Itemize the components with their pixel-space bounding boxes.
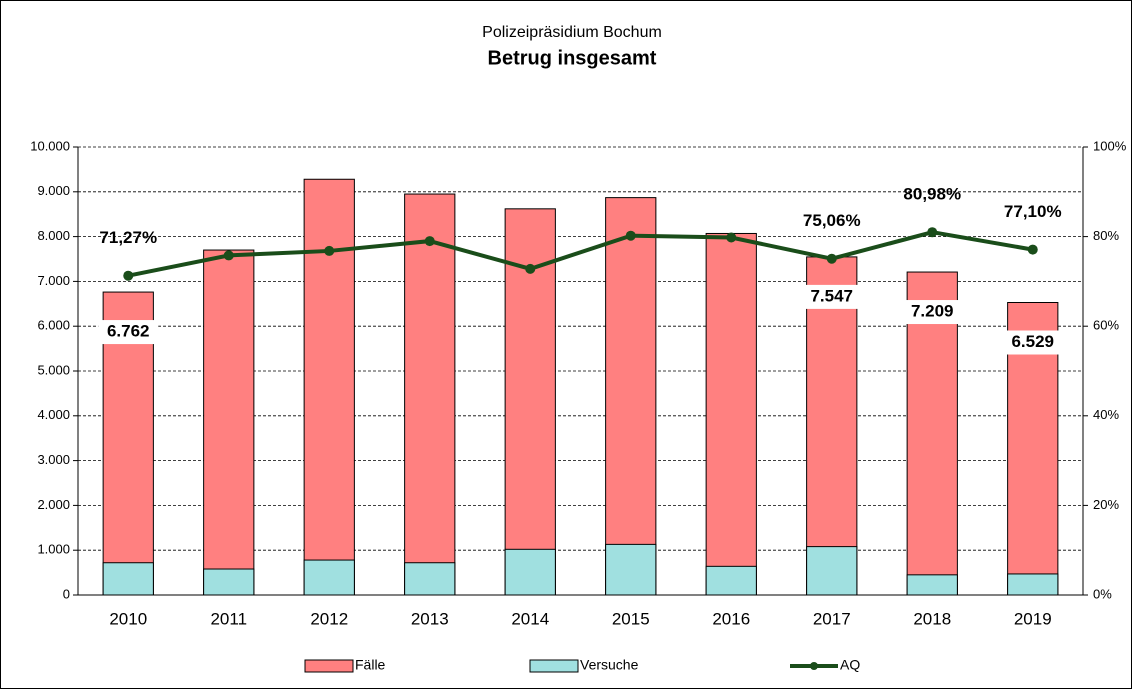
data-label-bg xyxy=(1002,330,1063,355)
x-tick-label: 2019 xyxy=(1014,609,1052,628)
y2-tick-label: 20% xyxy=(1093,497,1119,512)
x-tick-label: 2018 xyxy=(913,609,951,628)
bar xyxy=(102,562,154,596)
x-tick-label: 2012 xyxy=(310,609,348,628)
bar xyxy=(203,568,255,596)
x-tick-label: 2015 xyxy=(612,609,650,628)
data-label: 71,27% xyxy=(99,228,157,247)
y2-tick-label: 100% xyxy=(1093,138,1127,153)
line-marker xyxy=(123,270,134,281)
chart-title: Polizeipräsidium Bochum xyxy=(482,24,662,41)
line-marker xyxy=(927,227,938,238)
y-tick-label: 9.000 xyxy=(37,183,70,198)
line-marker xyxy=(223,250,234,261)
bar xyxy=(705,565,757,596)
data-label: 7.547 xyxy=(810,286,853,305)
line-marker xyxy=(525,263,536,274)
data-label-bg xyxy=(98,320,159,345)
line-marker xyxy=(625,230,636,241)
bar xyxy=(203,249,255,596)
x-tick-label: 2010 xyxy=(109,609,147,628)
bar xyxy=(605,197,657,596)
legend-label: Fälle xyxy=(355,657,386,673)
bar xyxy=(303,178,355,596)
bar xyxy=(806,256,858,596)
line-marker xyxy=(1027,244,1038,255)
y-tick-label: 2.000 xyxy=(37,497,70,512)
bar xyxy=(404,193,456,596)
legend-swatch xyxy=(529,659,579,673)
bar xyxy=(906,271,958,596)
data-label: 75,06% xyxy=(803,211,861,230)
bar xyxy=(504,548,556,596)
line-marker xyxy=(424,236,435,247)
line-marker xyxy=(826,253,837,264)
y-tick-label: 0 xyxy=(63,586,70,601)
y2-tick-label: 40% xyxy=(1093,407,1119,422)
x-tick-label: 2014 xyxy=(511,609,549,628)
y-tick-label: 3.000 xyxy=(37,452,70,467)
line xyxy=(127,230,1034,278)
legend-marker xyxy=(810,662,818,670)
bar xyxy=(303,559,355,596)
line-marker xyxy=(324,245,335,256)
data-label-bg xyxy=(801,284,862,309)
bar xyxy=(1007,573,1059,596)
data-label: 7.209 xyxy=(911,302,954,321)
y-tick-label: 7.000 xyxy=(37,273,70,288)
legend-swatch xyxy=(304,659,354,673)
y2-tick-label: 60% xyxy=(1093,318,1119,333)
data-label: 80,98% xyxy=(903,185,961,204)
bar xyxy=(605,543,657,596)
y-tick-label: 4.000 xyxy=(37,407,70,422)
bar xyxy=(906,574,958,596)
y-tick-label: 10.000 xyxy=(30,138,70,153)
data-label: 6.762 xyxy=(107,322,150,341)
bar xyxy=(705,232,757,596)
data-label: 77,10% xyxy=(1004,202,1062,221)
x-tick-label: 2016 xyxy=(712,609,750,628)
bar xyxy=(806,546,858,596)
x-tick-label: 2017 xyxy=(813,609,851,628)
chart-subtitle: Betrug insgesamt xyxy=(488,47,657,69)
data-label: 6.529 xyxy=(1011,332,1054,351)
legend-label: AQ xyxy=(840,657,860,673)
y2-tick-label: 80% xyxy=(1093,228,1119,243)
y-tick-label: 1.000 xyxy=(37,542,70,557)
data-label-bg xyxy=(902,300,963,325)
x-tick-label: 2011 xyxy=(210,609,247,628)
y-tick-label: 6.000 xyxy=(37,318,70,333)
x-tick-label: 2013 xyxy=(411,609,449,628)
y2-tick-label: 0% xyxy=(1093,586,1112,601)
y-tick-label: 8.000 xyxy=(37,228,70,243)
line-marker xyxy=(726,232,737,243)
y-tick-label: 5.000 xyxy=(37,362,70,377)
legend-label: Versuche xyxy=(580,657,639,673)
bar xyxy=(404,562,456,596)
